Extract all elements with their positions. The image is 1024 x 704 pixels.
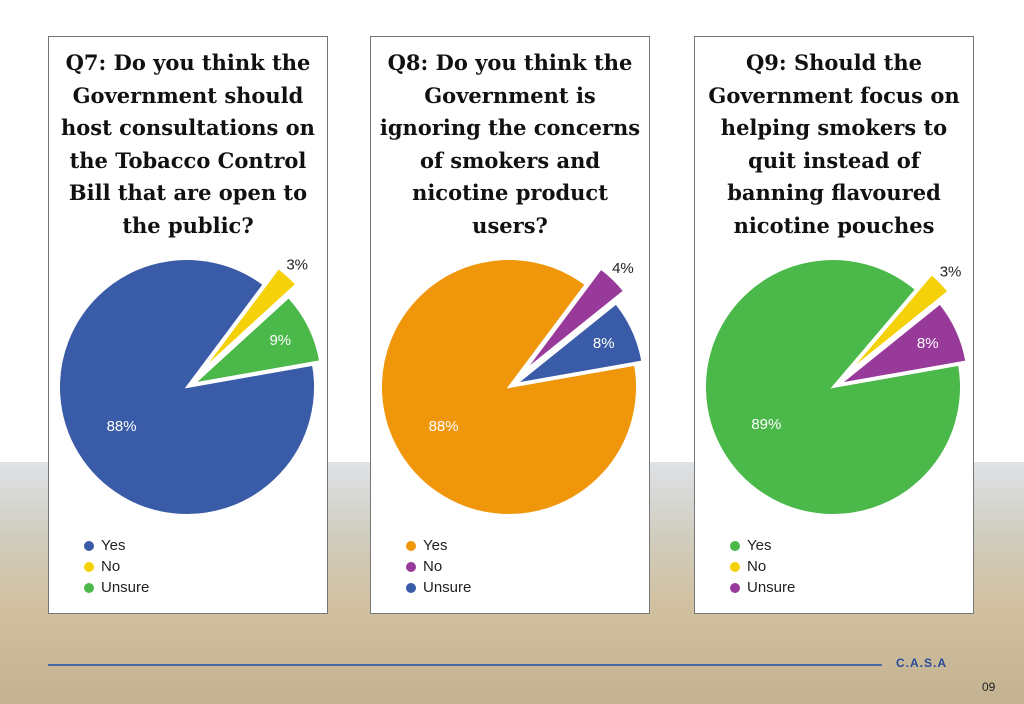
data-label: 88% bbox=[429, 418, 459, 435]
chart-panel: Q7: Do you think the Government should h… bbox=[48, 36, 328, 614]
legend-label: Yes bbox=[101, 537, 125, 554]
legend-label: Unsure bbox=[747, 579, 795, 596]
legend-label: No bbox=[423, 558, 442, 575]
legend-label: Yes bbox=[747, 537, 771, 554]
pie-slice bbox=[839, 302, 968, 385]
chart-title: Q7: Do you think the Government should h… bbox=[61, 50, 315, 238]
pie-slice bbox=[190, 295, 322, 386]
page-number: 09 bbox=[982, 680, 996, 694]
legend-marker bbox=[730, 541, 740, 551]
legend-marker bbox=[84, 562, 94, 572]
legend-marker bbox=[84, 583, 94, 593]
pie-chart: 88% 4% 8% Yes No Unsure bbox=[380, 258, 644, 596]
legend-marker bbox=[730, 562, 740, 572]
legend-marker bbox=[406, 583, 416, 593]
data-label: 3% bbox=[286, 256, 308, 273]
legend-marker bbox=[84, 541, 94, 551]
pie-chart: 88% 3% 9% Yes No Unsure bbox=[58, 256, 322, 596]
data-label: 9% bbox=[269, 332, 291, 349]
chart-title: Q8: Do you think the Government is ignor… bbox=[379, 50, 641, 238]
data-label: 8% bbox=[917, 335, 939, 352]
pie-slice bbox=[848, 272, 950, 373]
legend-marker bbox=[406, 541, 416, 551]
legend-label: Unsure bbox=[423, 579, 471, 596]
legend-label: Unsure bbox=[101, 579, 149, 596]
pie-slice bbox=[704, 258, 962, 516]
chart-title: Q9: Should the Government focus on helpi… bbox=[708, 50, 960, 238]
chart-panel: Q9: Should the Government focus on helpi… bbox=[694, 36, 974, 614]
data-label: 8% bbox=[593, 335, 615, 352]
data-label: 89% bbox=[751, 416, 781, 433]
logo: C.A.S.A bbox=[896, 656, 948, 670]
legend-label: No bbox=[101, 558, 120, 575]
legend-label: Yes bbox=[423, 537, 447, 554]
data-label: 3% bbox=[940, 264, 962, 281]
legend-label: No bbox=[747, 558, 766, 575]
data-label: 88% bbox=[107, 418, 137, 435]
legend-marker bbox=[730, 583, 740, 593]
footer-rule bbox=[48, 664, 882, 666]
data-label: 4% bbox=[612, 260, 634, 277]
pie-slice bbox=[380, 258, 638, 516]
pie-slice bbox=[58, 258, 316, 516]
pie-slice bbox=[200, 266, 298, 372]
pie-slice bbox=[515, 302, 644, 385]
pie-chart: 89% 3% 8% Yes No Unsure bbox=[704, 258, 968, 596]
legend-marker bbox=[406, 562, 416, 572]
pie-slice bbox=[523, 267, 626, 372]
chart-panel: Q8: Do you think the Government is ignor… bbox=[370, 36, 650, 614]
